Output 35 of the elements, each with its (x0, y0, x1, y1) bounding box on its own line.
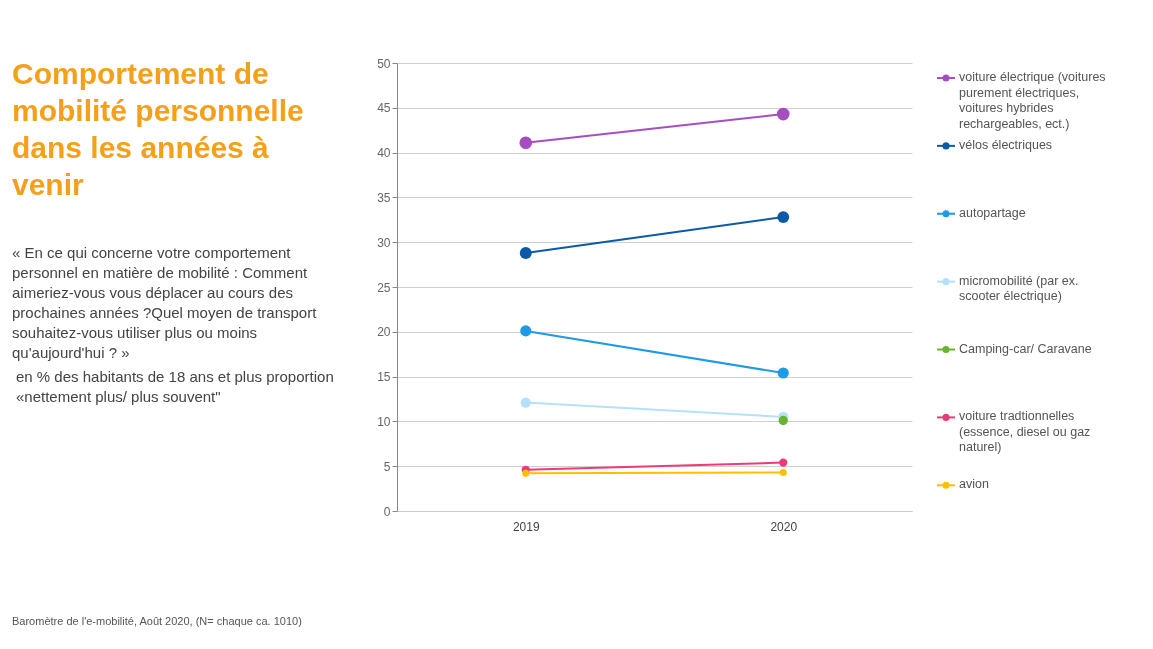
point (778, 415, 788, 426)
y-tick-label: 15 (377, 370, 391, 385)
y-tick-label: 25 (377, 280, 391, 295)
y-tick-label: 35 (377, 190, 391, 205)
y-tick-label: 0 (383, 504, 391, 519)
legend-label: autopartage (959, 205, 1026, 220)
legend-label: voiture électrique (voitures purement électriques, voitures hybrides rechargeables, ect.) (959, 70, 1106, 131)
legend-label: Camping-car/ Caravane (959, 341, 1092, 356)
legend-label: micromobilité (par ex. scooter électrique) (959, 273, 1079, 304)
text: « En ce qui concerne votre comportement personnel en matière de mobilité : Comment aimeriez-vous vous déplacer au cours des prochaines années ?Quel moyen de transport souhaitez-vous utiliser plus ou moins qu'aujourd'hui ? » (12, 244, 318, 361)
y-tick-label: 10 (377, 414, 391, 429)
point (776, 107, 790, 121)
x-tick-label: 2020 (770, 519, 798, 534)
legend-label: voiture tradtionnelles (essence, diesel ou gaz naturel) (959, 409, 1091, 455)
y-tick-label: 50 (377, 56, 391, 71)
point (777, 367, 789, 379)
legend-label: vélos électriques (959, 137, 1053, 152)
point (519, 247, 532, 259)
text: Baromètre de l'e-mobilité, Août 2020, (N= chaque ca. 1010) (12, 615, 302, 627)
y-tick-label: 20 (377, 325, 391, 340)
text: en % des habitants de 18 ans et plus proportion «nettement plus/ plus souvent" (16, 368, 334, 405)
point (520, 325, 532, 337)
text: Comportement de mobilité personnelle dans les années à venir (12, 57, 304, 201)
point (779, 458, 788, 467)
point (522, 469, 530, 477)
point (519, 136, 533, 150)
x-tick-label: 2019 (512, 519, 540, 534)
legend-label: avion (959, 477, 989, 492)
y-tick-label: 45 (377, 101, 391, 116)
y-tick-label: 5 (383, 459, 391, 474)
point (520, 397, 531, 408)
y-tick-label: 30 (377, 235, 391, 250)
point (779, 468, 787, 476)
point (777, 211, 790, 224)
y-tick-label: 40 (377, 146, 391, 161)
